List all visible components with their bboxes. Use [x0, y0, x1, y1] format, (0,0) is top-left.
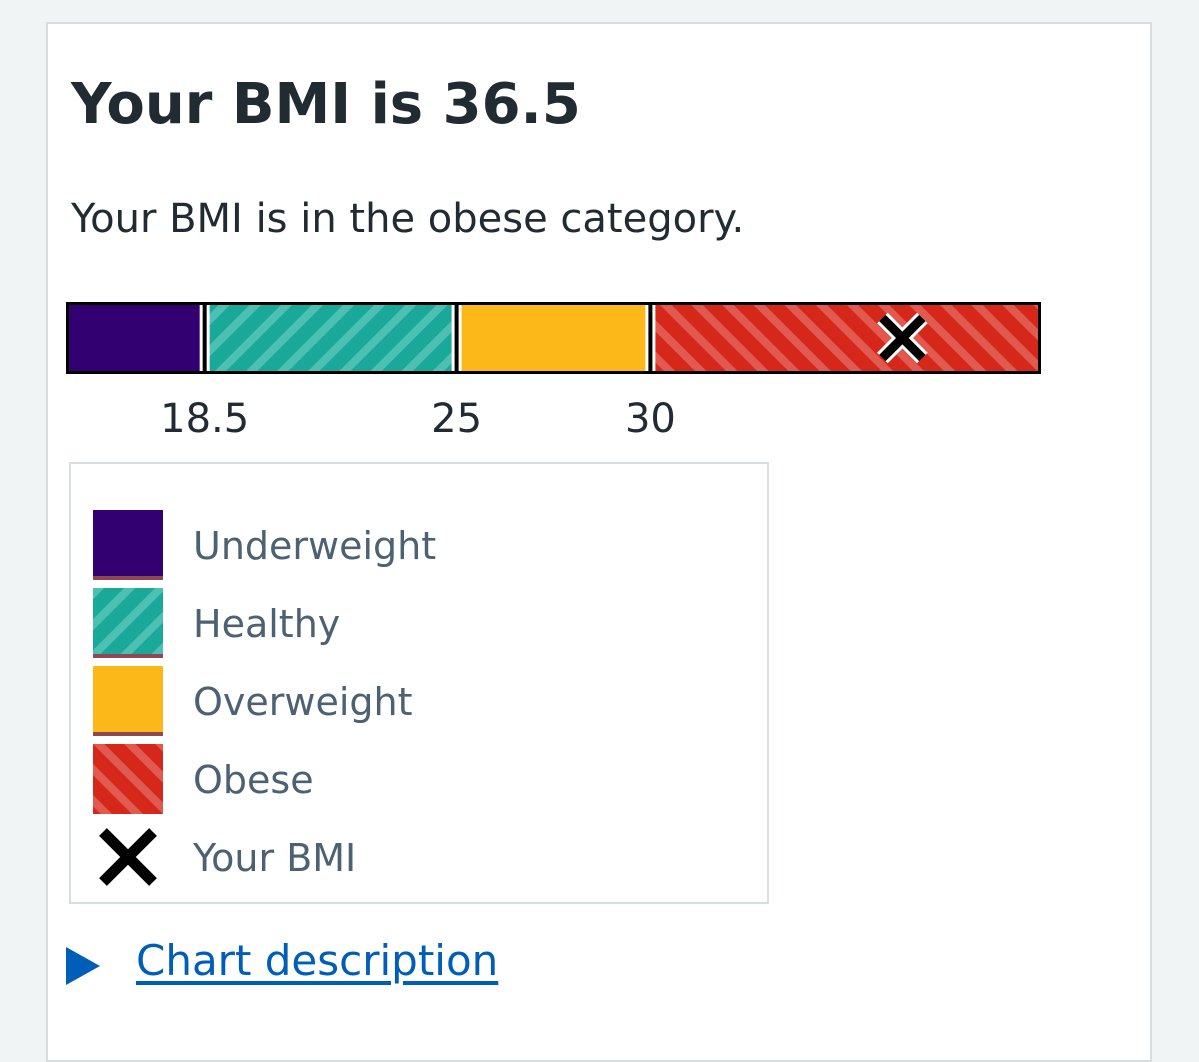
- bar-segment-underweight: [69, 305, 205, 371]
- healthy-swatch: [93, 588, 163, 658]
- bar-divider-line: [648, 305, 653, 371]
- legend-item-obese: Obese: [71, 744, 767, 814]
- legend-label-your-bmi: Your BMI: [193, 836, 357, 880]
- bmi-bar: [66, 302, 1041, 374]
- bmi-marker-icon: [879, 314, 926, 362]
- obese-swatch: [93, 744, 163, 814]
- legend-label-healthy: Healthy: [193, 602, 341, 646]
- legend-item-your-bmi: Your BMI: [71, 822, 767, 892]
- chart-description-link[interactable]: Chart description: [136, 936, 499, 985]
- bar-segment-overweight: [456, 305, 651, 371]
- x-mark-icon: [93, 822, 163, 892]
- underweight-swatch: [93, 510, 163, 580]
- bmi-result-card: [46, 22, 1152, 1062]
- bar-outline: [66, 302, 1041, 374]
- tick-label: 18.5: [160, 396, 250, 442]
- legend-label-overweight: Overweight: [193, 680, 413, 724]
- bmi-category-text: Your BMI is in the obese category.: [71, 196, 745, 242]
- legend-label-obese: Obese: [193, 758, 314, 802]
- legend-item-healthy: Healthy: [71, 588, 767, 658]
- overweight-swatch: [93, 666, 163, 736]
- page-title: Your BMI is 36.5: [71, 72, 581, 137]
- expand-triangle-icon[interactable]: [66, 947, 100, 985]
- bar-divider-line: [454, 305, 459, 371]
- bmi-chart: [66, 302, 1041, 374]
- tick-label: 30: [624, 396, 676, 442]
- legend-item-overweight: Overweight: [71, 666, 767, 736]
- tick-label: 25: [431, 396, 483, 442]
- bar-segment-healthy: [204, 305, 457, 371]
- chart-legend: Underweight Healthy Overweight Obese: [69, 462, 769, 904]
- bar-segment-obese: [650, 305, 1038, 371]
- legend-item-underweight: Underweight: [71, 510, 767, 580]
- bar-divider-line: [202, 305, 207, 371]
- legend-label-underweight: Underweight: [193, 524, 437, 568]
